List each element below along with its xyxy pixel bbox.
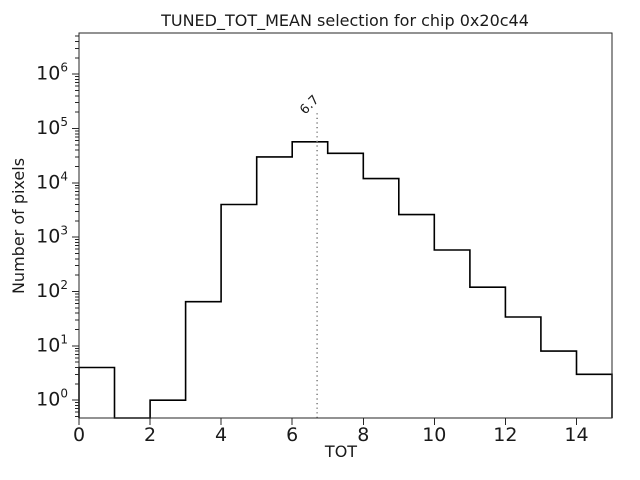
- y-tick-label: 103: [36, 224, 68, 248]
- plot-frame: [78, 32, 613, 419]
- x-tick-label: 14: [564, 424, 588, 446]
- y-tick-label: 106: [36, 61, 68, 85]
- vline-label: 6.7: [297, 93, 322, 118]
- y-tick-label: 101: [36, 332, 68, 356]
- x-tick-label: 6: [286, 424, 298, 446]
- y-tick-label: 105: [36, 115, 68, 139]
- plot-area: 0 2 4 6 8 10 12 14 100 101 102 103 104 105 106: [36, 32, 613, 446]
- x-tick-label: 2: [144, 424, 156, 446]
- y-tick-label: 102: [36, 278, 68, 302]
- y-tick-label: 100: [36, 387, 68, 411]
- y-tick-label: 104: [36, 169, 68, 193]
- x-tick-label: 8: [357, 424, 369, 446]
- x-tick-label: 12: [493, 424, 517, 446]
- x-axis-label: TOT: [324, 442, 357, 461]
- histogram-line: [78, 141, 613, 419]
- x-tick-label: 10: [422, 424, 446, 446]
- y-axis-label: Number of pixels: [9, 158, 28, 294]
- x-tick-label: 4: [215, 424, 227, 446]
- x-tick-label: 0: [73, 424, 85, 446]
- chart-title: TUNED_TOT_MEAN selection for chip 0x20c4…: [160, 11, 529, 31]
